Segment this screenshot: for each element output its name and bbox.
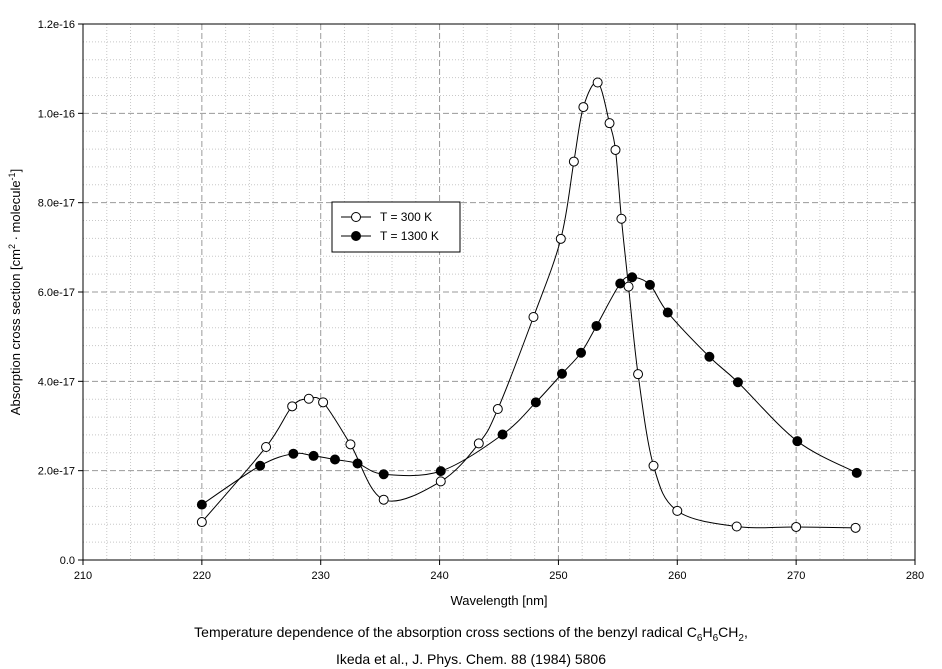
x-tick-label: 270: [787, 570, 805, 582]
data-point-t-300-k: [555, 233, 566, 244]
caption-line-1: Temperature dependence of the absorption…: [194, 624, 748, 644]
data-point-t-1300-k: [497, 429, 508, 440]
data-point-t-300-k: [492, 404, 503, 415]
x-tick-label: 240: [430, 570, 448, 582]
data-point-t-300-k: [623, 281, 634, 292]
data-point-t-1300-k: [591, 320, 602, 331]
legend: T = 300 K T = 1300 K: [331, 201, 461, 253]
data-point-t-1300-k: [196, 499, 207, 510]
data-point-t-1300-k: [615, 278, 626, 289]
y-tick-labels: 0.0 2.0e-17 4.0e-17 6.0e-17 8.0e-17 1.0e-16 1.…: [38, 19, 75, 567]
legend-box: [331, 201, 461, 253]
data-point-t-300-k: [633, 369, 644, 380]
data-point-t-300-k: [731, 521, 742, 532]
legend-marker-1300k: [351, 231, 361, 241]
data-point-t-1300-k: [288, 448, 299, 459]
y-tick-label: 1.0e-16: [38, 108, 75, 120]
y-tick-label: 6.0e-17: [38, 287, 75, 299]
data-point-t-300-k: [345, 439, 356, 450]
data-point-t-1300-k: [435, 466, 446, 477]
y-tick-label: 4.0e-17: [38, 376, 75, 388]
data-point-t-300-k: [303, 393, 314, 404]
y-tick-label: 1.2e-16: [38, 19, 75, 31]
data-point-t-300-k: [528, 312, 539, 323]
x-tick-label: 260: [668, 570, 686, 582]
data-point-t-1300-k: [530, 397, 541, 408]
data-point-t-1300-k: [851, 467, 862, 478]
data-point-t-300-k: [378, 494, 389, 505]
data-point-t-300-k: [672, 505, 683, 516]
data-point-t-300-k: [318, 397, 329, 408]
major-gridlines: [83, 24, 915, 560]
data-point-t-300-k: [604, 118, 615, 129]
data-point-t-1300-k: [255, 460, 266, 471]
data-point-t-300-k: [850, 522, 861, 533]
data-point-t-300-k: [616, 213, 627, 224]
x-tick-label: 210: [74, 570, 92, 582]
x-tick-label: 220: [193, 570, 211, 582]
chart: 210 220 230 240 250 260 270 280 0.0 2.0e-17 4.0e-…: [7, 19, 924, 608]
caption-line-2: Ikeda et al., J. Phys. Chem. 88 (1984) 5…: [335, 650, 607, 667]
data-point-t-1300-k: [556, 368, 567, 379]
data-point-t-1300-k: [627, 272, 638, 283]
series-markers: [196, 77, 862, 533]
data-point-t-300-k: [261, 441, 272, 452]
data-point-t-300-k: [578, 102, 589, 113]
data-point-t-1300-k: [352, 458, 363, 469]
data-point-t-300-k: [791, 521, 802, 532]
data-point-t-1300-k: [662, 307, 673, 318]
y-tick-label: 0.0: [60, 555, 75, 567]
x-tick-label: 230: [312, 570, 330, 582]
data-point-t-1300-k: [329, 454, 340, 465]
data-point-t-300-k: [592, 77, 603, 88]
data-point-t-1300-k: [704, 351, 715, 362]
x-axis-label: Wavelength [nm]: [450, 593, 547, 608]
data-point-t-1300-k: [644, 279, 655, 290]
data-point-t-1300-k: [576, 347, 587, 358]
x-tick-labels: 210 220 230 240 250 260 270 280: [74, 570, 924, 582]
y-tick-label: 8.0e-17: [38, 198, 75, 210]
data-point-t-300-k: [648, 460, 659, 471]
data-point-t-300-k: [610, 144, 621, 155]
data-point-t-300-k: [196, 517, 207, 528]
data-point-t-1300-k: [732, 377, 743, 388]
data-point-t-300-k: [473, 438, 484, 449]
data-point-t-300-k: [568, 156, 579, 167]
x-tick-label: 280: [906, 570, 924, 582]
x-tick-label: 250: [549, 570, 567, 582]
data-point-t-1300-k: [308, 450, 319, 461]
data-point-t-300-k: [435, 476, 446, 487]
legend-marker-300k: [351, 212, 361, 222]
y-tick-label: 2.0e-17: [38, 466, 75, 478]
y-axis-label: Absorption cross section [cm2 · molecule…: [7, 169, 23, 415]
legend-label-1300k: T = 1300 K: [380, 229, 439, 243]
axis-ticks: [78, 23, 916, 565]
data-point-t-300-k: [287, 401, 298, 412]
figure-caption: Temperature dependence of the absorption…: [0, 622, 942, 669]
data-point-t-1300-k: [792, 436, 803, 447]
data-point-t-1300-k: [378, 469, 389, 480]
legend-label-300k: T = 300 K: [380, 210, 432, 224]
